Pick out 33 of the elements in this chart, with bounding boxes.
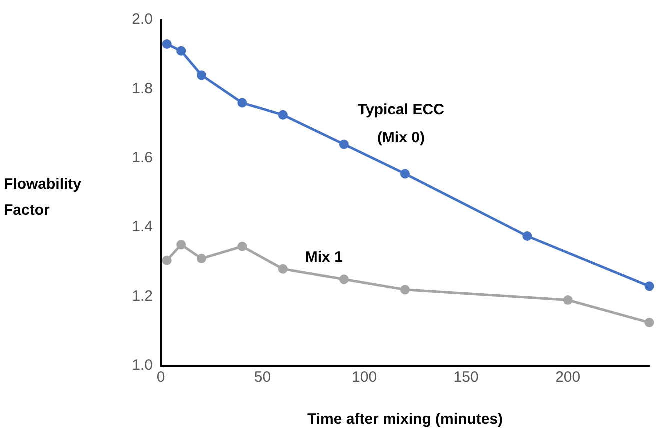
x-tick-label: 200: [556, 369, 581, 386]
point: [278, 110, 288, 120]
series-label: Typical ECC (Mix 0): [358, 102, 445, 147]
point: [563, 296, 573, 306]
y-tick-label: 1.8: [132, 80, 153, 98]
series-label: Mix 1: [305, 249, 343, 266]
point: [644, 318, 654, 328]
point: [522, 232, 532, 241]
point: [238, 98, 248, 108]
point: [162, 39, 172, 49]
y-tick-label: 1.4: [132, 218, 153, 236]
point: [196, 70, 206, 80]
point: [176, 46, 186, 56]
point: [644, 282, 654, 292]
x-tick-label: 0: [156, 369, 166, 386]
x-axis-title: Time after mixing (minutes): [307, 411, 504, 428]
point: [238, 242, 248, 252]
y-axis-title: Flowability Factor: [4, 175, 83, 221]
x-tick-label: 50: [254, 369, 272, 386]
y-tick-label: 1.2: [132, 288, 153, 305]
point: [339, 274, 349, 284]
point: [400, 169, 410, 179]
point: [339, 140, 349, 150]
point: [196, 254, 206, 264]
point: [400, 285, 410, 295]
point: [278, 264, 288, 274]
x-tick-label: 100: [352, 369, 378, 386]
y-tick-label: 1.6: [132, 150, 153, 167]
y-tick-label: 1.0: [132, 357, 153, 374]
point: [162, 256, 172, 266]
point: [176, 240, 186, 250]
y-tick-label: 2.0: [132, 11, 153, 28]
x-tick-label: 150: [454, 369, 479, 386]
